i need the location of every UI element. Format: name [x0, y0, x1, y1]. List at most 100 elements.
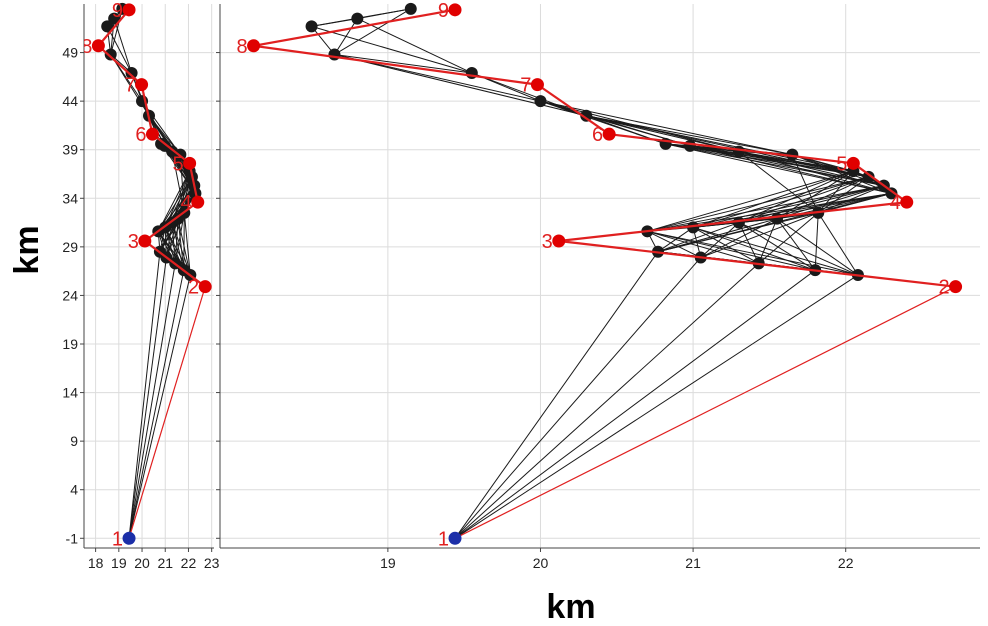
link-line	[776, 185, 885, 220]
waypoint-8	[247, 39, 261, 53]
y-tick-label: -1	[66, 530, 79, 546]
waypoint-6	[602, 127, 616, 141]
link-line	[128, 263, 176, 539]
node-point	[404, 2, 417, 15]
link-line	[738, 151, 819, 214]
node-point	[732, 145, 745, 158]
link-line	[758, 212, 819, 264]
node-point	[328, 48, 341, 61]
route-segment	[151, 133, 191, 165]
link-line	[700, 222, 740, 258]
x-tick-label: 19	[111, 555, 127, 571]
route-segment	[188, 163, 199, 203]
link-line	[692, 170, 854, 228]
link-line	[183, 212, 191, 276]
waypoint-label-6: 6	[135, 124, 146, 146]
link-line	[454, 269, 816, 539]
waypoint-label-7: 7	[520, 75, 531, 97]
node-point	[786, 148, 799, 161]
waypoint-5	[846, 156, 860, 170]
link-line	[128, 251, 161, 539]
node-point	[732, 216, 745, 229]
node-point	[687, 221, 700, 234]
waypoint-label-9: 9	[438, 0, 449, 22]
route-segment	[97, 9, 130, 47]
route-segment	[609, 133, 854, 165]
waypoint-3	[552, 234, 566, 248]
link-line	[157, 231, 176, 264]
waypoint-label-1: 1	[112, 528, 123, 550]
link-line	[758, 218, 778, 264]
y-tick-label: 24	[62, 287, 78, 303]
x-tick-label: 22	[838, 555, 854, 571]
y-tick-label: 19	[62, 336, 78, 352]
link-line	[128, 257, 167, 539]
node-point	[108, 12, 121, 25]
route-segment	[144, 240, 206, 288]
link-line	[657, 222, 740, 253]
waypoint-6	[145, 127, 159, 141]
link-line	[174, 218, 179, 264]
link-line	[454, 263, 760, 539]
route-segment	[253, 8, 456, 47]
route-segment	[454, 286, 956, 539]
waypoint-label-4: 4	[890, 192, 901, 214]
link-line	[692, 185, 884, 228]
x-tick-label: 20	[533, 555, 549, 571]
node-point	[684, 139, 697, 152]
y-tick-label: 34	[62, 190, 78, 206]
link-line	[171, 151, 185, 213]
link-line	[647, 170, 854, 232]
link-line	[738, 222, 816, 271]
x-tick-label: 20	[134, 555, 150, 571]
link-line	[540, 100, 793, 156]
link-line	[106, 26, 133, 74]
waypoint-label-3: 3	[542, 231, 553, 253]
waypoint-label-6: 6	[592, 124, 603, 146]
node-point	[351, 12, 364, 25]
route-segment	[144, 201, 199, 242]
link-line	[817, 176, 869, 214]
link-line	[647, 185, 884, 232]
link-line	[586, 115, 854, 172]
plot-content: 1 2 3 4 5 6 7 8 9	[236, 0, 963, 548]
waypoint-3	[138, 234, 152, 248]
link-line	[738, 222, 859, 276]
node-point	[101, 20, 114, 33]
y-tick-label: 39	[62, 142, 78, 158]
x-tick-label: 21	[157, 555, 173, 571]
link-line	[471, 72, 587, 117]
waypoint-label-9: 9	[112, 0, 123, 22]
y-tick-label: 14	[62, 385, 78, 401]
link-line	[665, 143, 869, 178]
link-line	[814, 212, 819, 271]
link-line	[110, 8, 123, 55]
y-tick-label: 29	[62, 239, 78, 255]
link-line	[647, 230, 816, 271]
link-line	[738, 185, 884, 224]
link-line	[818, 185, 885, 214]
waypoint-label-8: 8	[236, 36, 247, 58]
waypoint-8	[91, 39, 105, 53]
x-tick-label: 21	[685, 555, 701, 571]
link-line	[334, 54, 472, 74]
link-line	[128, 274, 191, 539]
route-segment	[128, 286, 206, 539]
link-line	[647, 230, 701, 258]
waypoint-label-4: 4	[181, 192, 192, 214]
node-point	[771, 212, 784, 225]
link-line	[792, 154, 892, 194]
node-point	[155, 137, 168, 150]
node-point	[125, 66, 138, 79]
waypoint-label-2: 2	[938, 277, 949, 299]
waypoint-label-3: 3	[128, 231, 139, 253]
node-point	[534, 95, 547, 108]
link-line	[454, 274, 859, 539]
route-segment	[97, 44, 143, 86]
link-line	[357, 8, 411, 20]
waypoint-9	[448, 3, 462, 17]
